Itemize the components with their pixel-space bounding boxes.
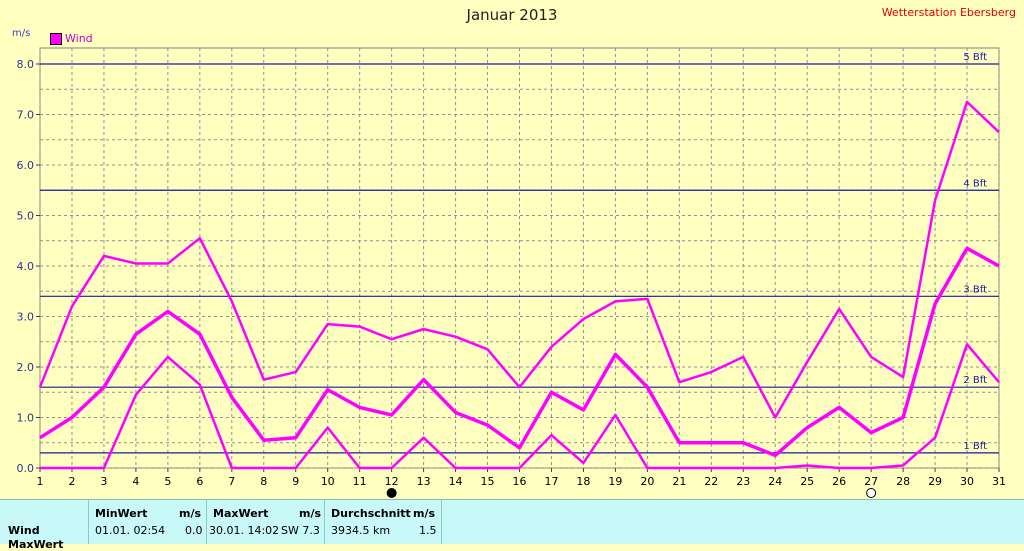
wind-chart: 1 Bft 2 Bft 3 Bft 4 Bft 5 Bft 0.0 1.0 2.0 3.0 4.0… — [17, 47, 1006, 498]
y-tick-label: 3.0 — [17, 311, 35, 324]
max-header: MaxWert — [213, 507, 269, 520]
chart-title: Januar 2013 — [466, 6, 558, 24]
full-moon-icon — [866, 488, 877, 498]
x-tick-label: 9 — [292, 475, 299, 488]
legend-swatch — [50, 32, 62, 45]
beaufort-label: 5 Bft — [963, 52, 987, 63]
min-header: MinWert — [95, 507, 148, 520]
x-tick-label: 19 — [608, 475, 622, 488]
x-tick-label: 12 — [385, 475, 399, 488]
x-tick-label: 23 — [736, 475, 750, 488]
x-tick-label: 24 — [768, 475, 782, 488]
y-tick-label: 6.0 — [17, 159, 35, 172]
x-tick-label: 10 — [321, 475, 335, 488]
beaufort-label: 2 Bft — [963, 375, 987, 386]
x-tick-label: 31 — [992, 475, 1006, 488]
x-tick-label: 26 — [832, 475, 846, 488]
x-tick-label: 17 — [544, 475, 558, 488]
x-tick-label: 21 — [672, 475, 686, 488]
beaufort-label: 3 Bft — [963, 284, 987, 295]
y-axis-unit: m/s — [12, 28, 31, 39]
x-tick-label: 4 — [132, 475, 139, 488]
x-tick-label: 2 — [68, 475, 75, 488]
summary-row-label-2: MaxWert — [8, 538, 64, 551]
min-date: 01.01. 02:54 — [95, 524, 166, 537]
avg-header: Durchschnitt — [331, 507, 411, 520]
wind-series-avg — [39, 246, 1000, 458]
summary-table: Wind MaxWert MinWert m/s 01.01. 02:54 0.… — [0, 499, 1024, 551]
y-tick-label: 1.0 — [17, 412, 35, 425]
x-tick-label: 20 — [640, 475, 654, 488]
min-value: 0.0 — [185, 524, 203, 537]
avg-distance: 3934.5 km — [331, 524, 391, 537]
x-tick-label: 1 — [37, 475, 44, 488]
x-tick-label: 16 — [513, 475, 527, 488]
x-tick-label: 8 — [260, 475, 267, 488]
x-tick-label: 15 — [481, 475, 495, 488]
x-tick-label: 25 — [800, 475, 814, 488]
beaufort-label: 1 Bft — [963, 441, 987, 452]
wind-series-min — [40, 343, 1000, 470]
max-unit: m/s — [299, 507, 322, 520]
avg-column: Durchschnitt m/s 3934.5 km 1.5 — [324, 500, 442, 544]
x-tick-label: 30 — [960, 475, 974, 488]
avg-unit: m/s — [413, 507, 436, 520]
legend-label: Wind — [65, 32, 93, 45]
new-moon-icon — [386, 488, 397, 498]
summary-row-label: Wind — [8, 524, 40, 537]
y-tick-label: 2.0 — [17, 361, 35, 374]
y-tick-label: 8.0 — [17, 58, 35, 71]
x-tick-label: 22 — [704, 475, 718, 488]
x-tick-label: 29 — [928, 475, 942, 488]
x-tick-label: 3 — [100, 475, 107, 488]
avg-value: 1.5 — [419, 524, 437, 537]
x-tick-label: 18 — [576, 475, 590, 488]
y-tick-label: 0.0 — [17, 462, 35, 475]
x-tick-label: 13 — [417, 475, 431, 488]
x-tick-label: 6 — [196, 475, 203, 488]
x-tick-label: 5 — [164, 475, 171, 488]
wind-series-max — [38, 100, 1000, 419]
min-unit: m/s — [179, 507, 202, 520]
y-tick-label: 5.0 — [17, 210, 35, 223]
station-name: Wetterstation Ebersberg — [881, 6, 1016, 19]
x-tick-label: 27 — [864, 475, 878, 488]
legend: Wind — [50, 32, 93, 45]
y-tick-label: 7.0 — [17, 109, 35, 122]
max-date: 30.01. 14:02 — [209, 524, 280, 537]
x-tick-label: 14 — [449, 475, 463, 488]
max-value: SW 7.3 — [281, 524, 320, 537]
x-tick-label: 7 — [228, 475, 235, 488]
max-column: MaxWert m/s 30.01. 14:02 SW 7.3 — [206, 500, 325, 544]
beaufort-label: 4 Bft — [963, 178, 987, 189]
y-tick-label: 4.0 — [17, 260, 35, 273]
x-tick-label: 11 — [353, 475, 367, 488]
min-column: MinWert m/s 01.01. 02:54 0.0 — [88, 500, 207, 544]
x-tick-label: 28 — [896, 475, 910, 488]
